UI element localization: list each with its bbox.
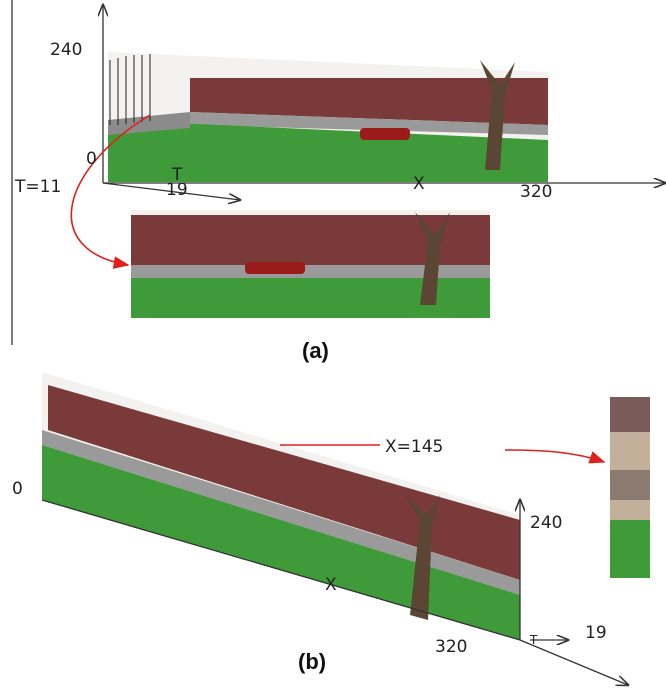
video-volume	[108, 52, 548, 182]
slice-arrow	[505, 450, 604, 462]
panel-a: 240 0 T=11 T 19 X 320 (a)	[12, 0, 665, 363]
x-max-label: 320	[520, 182, 552, 202]
y-min-label: 0	[86, 149, 97, 169]
caption: (a)	[302, 338, 329, 363]
x-axis-label: X	[413, 174, 425, 194]
x-max-label: 320	[435, 637, 467, 657]
panel-b: 0 X=145 X 240 320 T 19 (b)	[12, 372, 650, 685]
y-max-label: 240	[530, 513, 562, 533]
origin-label: 0	[12, 479, 23, 499]
t-max-label: 19	[585, 623, 607, 643]
t-max-label: 19	[166, 180, 188, 200]
t-label: T=11	[14, 177, 61, 197]
x-axis-label: X	[325, 575, 337, 595]
slice-label: X=145	[385, 437, 443, 457]
caption: (b)	[298, 649, 326, 674]
figure: 240 0 T=11 T 19 X 320 (a) 0 X=145 X	[0, 0, 666, 687]
frame-image	[131, 210, 490, 318]
t-axis-label: T	[529, 633, 538, 647]
slice-image	[610, 397, 650, 578]
slanted-volume	[42, 372, 520, 640]
y-max-label: 240	[50, 40, 82, 60]
